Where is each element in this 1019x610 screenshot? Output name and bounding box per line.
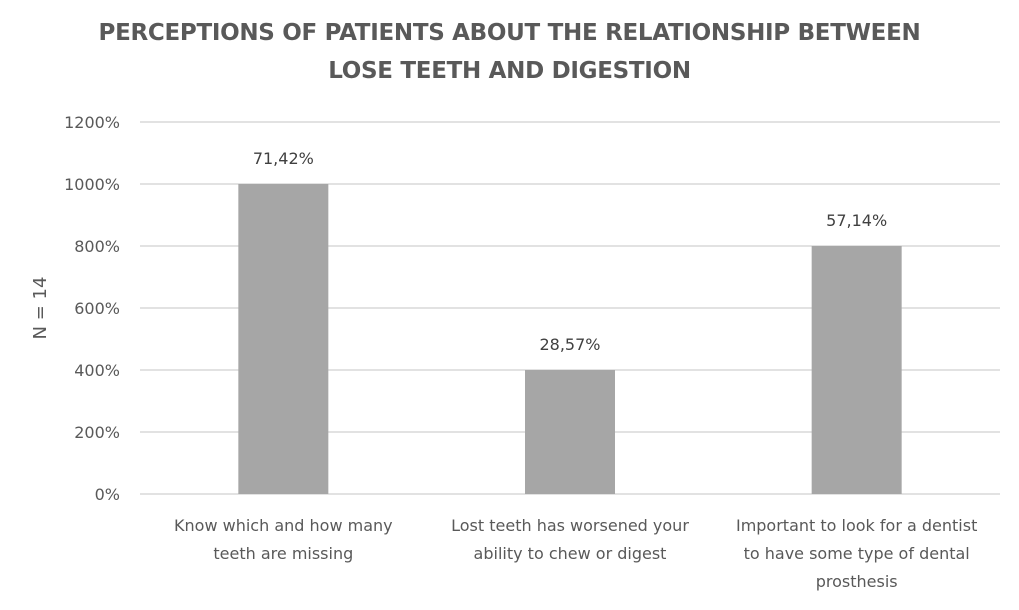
y-tick-label: 0%: [95, 485, 120, 504]
bar: [811, 246, 902, 494]
category-label: to have some type of dental: [744, 544, 970, 563]
category-label: Lost teeth has worsened your: [451, 516, 689, 535]
y-tick-label: 200%: [74, 423, 120, 442]
data-label: 71,42%: [253, 149, 314, 168]
category-labels: Know which and how many teeth are missing…: [174, 516, 977, 591]
chart-title-line-2: LOSE TEETH AND DIGESTION: [328, 58, 691, 84]
chart-title-line-1: PERCEPTIONS OF PATIENTS ABOUT THE RELATI…: [98, 20, 921, 46]
data-label: 28,57%: [539, 335, 600, 354]
data-labels: 71,42% 28,57% 57,14%: [253, 149, 887, 354]
bars: [238, 184, 902, 494]
bar: [525, 370, 615, 494]
y-axis-ticks: 0% 200% 400% 600% 800% 1000% 1200%: [64, 113, 120, 504]
chart-title: PERCEPTIONS OF PATIENTS ABOUT THE RELATI…: [0, 14, 1019, 90]
category-label: ability to chew or digest: [474, 544, 667, 563]
category-label: Know which and how many: [174, 516, 393, 535]
y-tick-label: 600%: [74, 299, 120, 318]
y-tick-label: 1000%: [64, 175, 120, 194]
category-label: Important to look for a dentist: [736, 516, 977, 535]
category-label: teeth are missing: [213, 544, 353, 563]
y-tick-label: 1200%: [64, 113, 120, 132]
y-tick-label: 400%: [74, 361, 120, 380]
data-label: 57,14%: [826, 211, 887, 230]
bar: [238, 184, 329, 494]
category-label: prosthesis: [816, 572, 898, 591]
y-axis-label: N = 14: [30, 277, 51, 340]
y-tick-label: 800%: [74, 237, 120, 256]
